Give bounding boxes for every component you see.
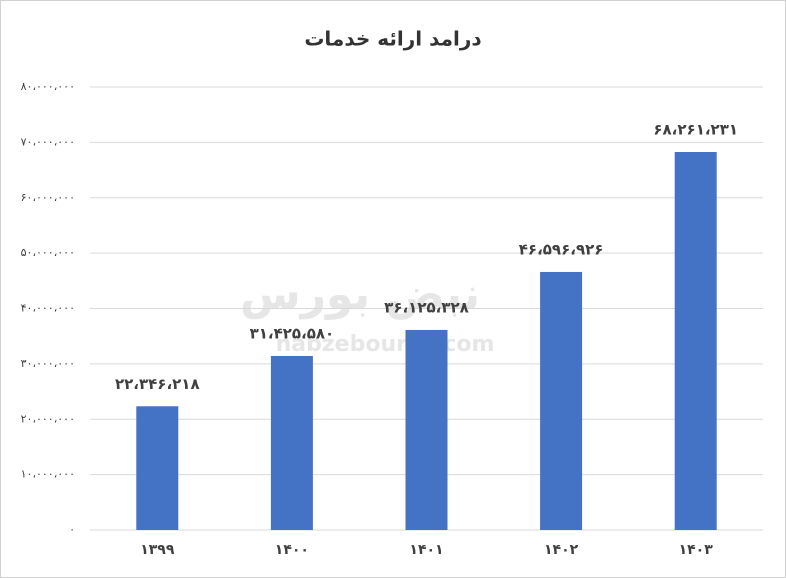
bar <box>270 355 313 530</box>
y-tick-label: ۷۰،۰۰۰،۰۰۰ <box>21 135 75 148</box>
x-tick-label: ۱۴۰۰ <box>275 542 309 558</box>
data-label: ۶۸،۲۶۱،۲۳۱ <box>653 121 738 139</box>
y-tick-label: ۲۰،۰۰۰،۰۰۰ <box>21 412 75 425</box>
y-tick-label: ۳۰،۰۰۰،۰۰۰ <box>21 357 75 370</box>
chart-title: درامد ارائه خدمات <box>304 27 481 51</box>
y-tick-label: ۴۰،۰۰۰،۰۰۰ <box>21 302 75 315</box>
x-tick-label: ۱۳۹۹ <box>140 542 175 558</box>
y-tick-label: ۱۰،۰۰۰،۰۰۰ <box>21 468 75 481</box>
data-label: ۳۶،۱۲۵،۳۲۸ <box>384 298 469 316</box>
x-tick-label: ۱۴۰۳ <box>679 542 714 558</box>
data-label: ۳۱،۴۲۵،۵۸۰ <box>250 324 335 342</box>
y-tick-label: ۵۰،۰۰۰،۰۰۰ <box>21 246 75 259</box>
y-tick-label: ۶۰،۰۰۰،۰۰۰ <box>21 191 75 204</box>
watermark: nabzebourse.com <box>276 332 495 357</box>
data-label: ۴۶،۵۹۶،۹۲۶ <box>519 240 604 258</box>
bar <box>136 406 179 530</box>
bar <box>405 329 448 530</box>
data-label: ۲۲،۳۴۶،۲۱۸ <box>115 375 200 393</box>
bar <box>674 152 717 531</box>
bar <box>540 271 583 530</box>
y-tick-label: ۸۰،۰۰۰،۰۰۰ <box>21 80 75 93</box>
watermark: نبض بورس <box>240 269 480 320</box>
x-tick-label: ۱۴۰۱ <box>409 542 443 558</box>
x-tick-label: ۱۴۰۲ <box>544 542 579 558</box>
y-tick-label: ۰ <box>69 523 75 536</box>
